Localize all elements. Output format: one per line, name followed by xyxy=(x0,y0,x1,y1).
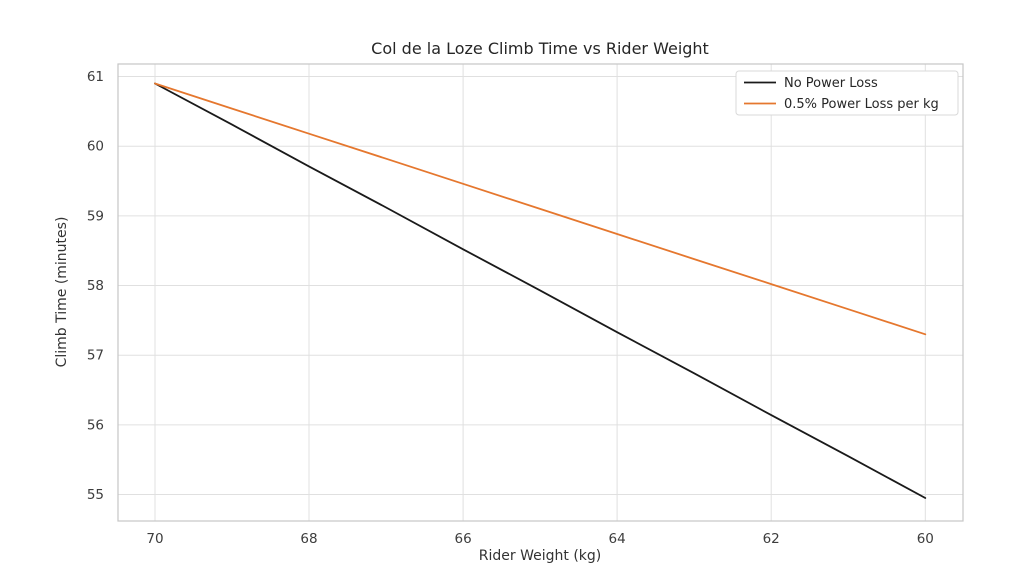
chart-title: Col de la Loze Climb Time vs Rider Weigh… xyxy=(371,39,709,58)
x-tick-label-60: 60 xyxy=(917,531,934,547)
y-tick-label-55: 55 xyxy=(87,487,104,503)
x-tick-label-66: 66 xyxy=(455,531,472,547)
y-tick-label-59: 59 xyxy=(87,208,104,224)
legend-label-1: 0.5% Power Loss per kg xyxy=(784,97,939,112)
series-line-no-power-loss xyxy=(154,82,927,499)
x-tick-labels: 70 68 66 64 62 60 xyxy=(146,531,933,547)
x-tick-label-68: 68 xyxy=(300,531,317,547)
y-tick-label-61: 61 xyxy=(87,69,104,85)
y-axis-label: Climb Time (minutes) xyxy=(54,217,70,368)
y-tick-labels: 55 56 57 58 59 60 61 xyxy=(87,69,104,503)
plot-border xyxy=(117,63,964,522)
x-axis-label: Rider Weight (kg) xyxy=(479,548,601,564)
gridlines xyxy=(118,64,963,521)
y-tick-label-57: 57 xyxy=(87,348,104,364)
legend: No Power Loss 0.5% Power Loss per kg xyxy=(735,70,959,116)
plot-area xyxy=(118,64,963,521)
series-lines xyxy=(154,82,927,499)
x-tick-label-70: 70 xyxy=(146,531,163,547)
y-tick-label-60: 60 xyxy=(87,139,104,155)
y-tick-label-58: 58 xyxy=(87,278,104,294)
legend-label-0: No Power Loss xyxy=(784,76,878,91)
legend-box xyxy=(735,70,959,116)
y-tick-label-56: 56 xyxy=(87,417,104,433)
x-tick-label-64: 64 xyxy=(609,531,626,547)
x-tick-label-62: 62 xyxy=(763,531,780,547)
series-line-0-5-power-loss-per-kg xyxy=(154,82,927,336)
